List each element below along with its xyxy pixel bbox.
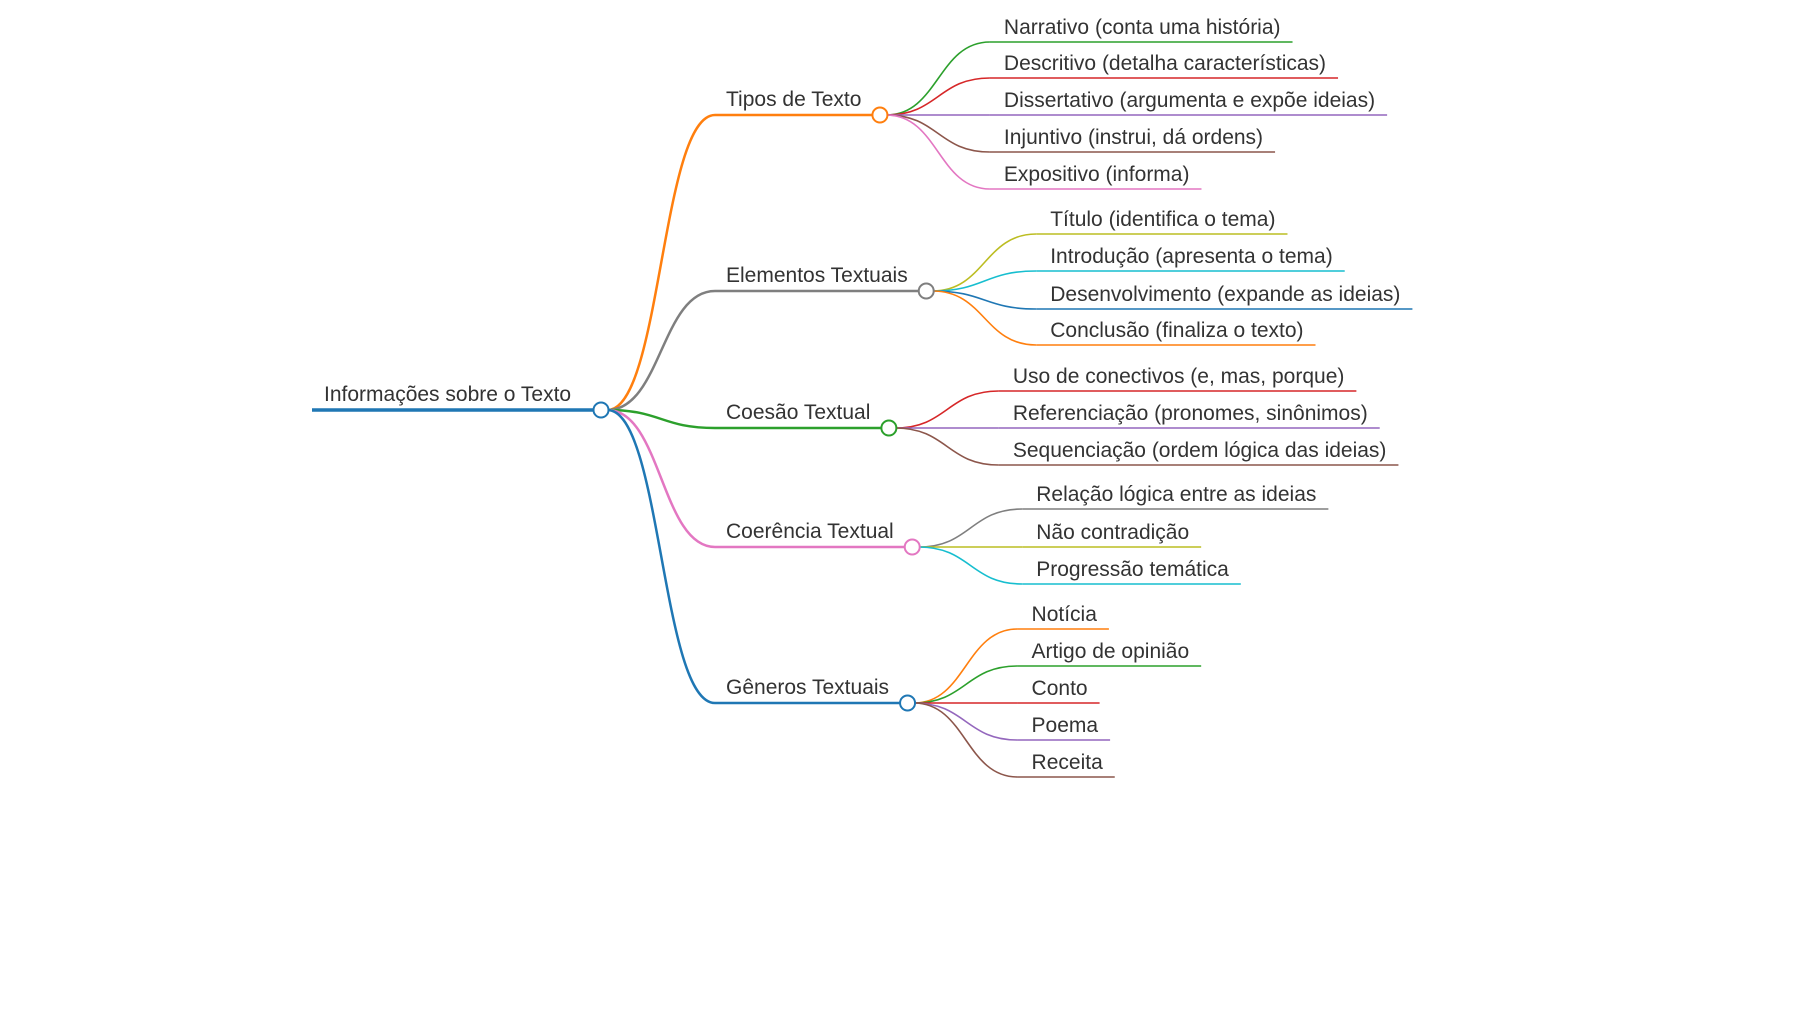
branch-node[interactable]: Tipos de Texto <box>726 88 889 124</box>
leaf-label[interactable]: Sequenciação (ordem lógica das ideias) <box>1013 439 1387 462</box>
leaf-node[interactable]: Introdução (apresenta o tema) <box>1050 245 1333 268</box>
leaf-label[interactable]: Uso de conectivos (e, mas, porque) <box>1013 365 1345 388</box>
leaf-connector <box>886 114 990 153</box>
branch-connector <box>607 113 716 412</box>
leaf-node[interactable]: Referenciação (pronomes, sinônimos) <box>1013 402 1368 425</box>
branch-label[interactable]: Coesão Textual <box>726 401 870 424</box>
leaf-node[interactable]: Dissertativo (argumenta e expõe ideias) <box>1004 89 1375 112</box>
leaf-connector <box>895 390 999 429</box>
leaf-node[interactable]: Relação lógica entre as ideias <box>1036 483 1316 506</box>
leaf-node[interactable]: Não contradição <box>1036 521 1189 544</box>
leaf-label[interactable]: Conto <box>1032 677 1088 700</box>
leaf-connector <box>914 702 1018 741</box>
branch-collapse-toggle[interactable] <box>880 419 898 437</box>
leaf-connector <box>914 665 1018 704</box>
leaf-label[interactable]: Poema <box>1032 714 1099 737</box>
leaf-label[interactable]: Relação lógica entre as ideias <box>1036 483 1316 506</box>
leaf-node[interactable]: Receita <box>1032 751 1104 774</box>
leaf-connector <box>886 77 990 116</box>
branch-node[interactable]: Elementos Textuais <box>726 264 935 300</box>
leaf-label[interactable]: Receita <box>1032 751 1104 774</box>
leaf-node[interactable]: Narrativo (conta uma história) <box>1004 16 1281 39</box>
leaf-node[interactable]: Expositivo (informa) <box>1004 163 1190 186</box>
leaf-label[interactable]: Notícia <box>1032 603 1098 626</box>
leaf-node[interactable]: Poema <box>1032 714 1099 737</box>
leaf-label[interactable]: Descritivo (detalha características) <box>1004 52 1326 75</box>
root-collapse-toggle[interactable] <box>592 401 610 419</box>
leaf-node[interactable]: Uso de conectivos (e, mas, porque) <box>1013 365 1345 388</box>
leaf-connector <box>895 427 999 466</box>
branch-node[interactable]: Coesão Textual <box>726 401 898 437</box>
leaf-node[interactable]: Descritivo (detalha características) <box>1004 52 1326 75</box>
leaf-connector <box>932 290 1037 346</box>
leaf-node[interactable]: Título (identifica o tema) <box>1050 208 1275 231</box>
leaf-label[interactable]: Introdução (apresenta o tema) <box>1050 245 1333 268</box>
branch-label[interactable]: Gêneros Textuais <box>726 676 889 699</box>
leaf-node[interactable]: Notícia <box>1032 603 1098 626</box>
leaf-connector <box>914 702 1018 778</box>
leaf-connector <box>918 546 1023 585</box>
branch-label[interactable]: Tipos de Texto <box>726 88 861 111</box>
leaf-connector <box>932 290 1037 310</box>
branch-node[interactable]: Coerência Textual <box>726 520 921 556</box>
leaf-node[interactable]: Artigo de opinião <box>1032 640 1190 663</box>
leaf-label[interactable]: Artigo de opinião <box>1032 640 1190 663</box>
branch-connector <box>607 408 716 430</box>
leaf-label[interactable]: Referenciação (pronomes, sinônimos) <box>1013 402 1368 425</box>
branch-collapse-toggle[interactable] <box>903 538 921 556</box>
branch-collapse-toggle[interactable] <box>917 282 935 300</box>
leaf-label[interactable]: Não contradição <box>1036 521 1189 544</box>
nodes: Informações sobre o Texto Tipos de Texto N… <box>324 16 1400 774</box>
leaf-label[interactable]: Narrativo (conta uma história) <box>1004 16 1281 39</box>
leaf-label[interactable]: Dissertativo (argumenta e expõe ideias) <box>1004 89 1375 112</box>
leaf-label[interactable]: Conclusão (finaliza o texto) <box>1050 319 1303 342</box>
branch-label[interactable]: Coerência Textual <box>726 520 894 543</box>
leaf-node[interactable]: Conclusão (finaliza o texto) <box>1050 319 1303 342</box>
leaf-node[interactable]: Injuntivo (instrui, dá ordens) <box>1004 126 1263 149</box>
branch-collapse-toggle[interactable] <box>899 694 917 712</box>
leaf-label[interactable]: Injuntivo (instrui, dá ordens) <box>1004 126 1263 149</box>
leaf-node[interactable]: Sequenciação (ordem lógica das ideias) <box>1013 439 1387 462</box>
branch-connector <box>607 408 716 705</box>
leaf-connector <box>932 233 1037 292</box>
leaf-label[interactable]: Progressão temática <box>1036 558 1229 581</box>
leaf-node[interactable]: Conto <box>1032 677 1088 700</box>
leaf-connector <box>886 41 990 116</box>
leaf-connector <box>914 628 1018 704</box>
branch-label[interactable]: Elementos Textuais <box>726 264 908 287</box>
branch-connector <box>607 289 716 412</box>
leaf-label[interactable]: Título (identifica o tema) <box>1050 208 1275 231</box>
branches <box>312 41 1413 778</box>
branch-node[interactable]: Gêneros Textuais <box>726 676 917 712</box>
leaf-label[interactable]: Desenvolvimento (expande as ideias) <box>1050 283 1400 306</box>
leaf-connector <box>932 270 1037 292</box>
root-label[interactable]: Informações sobre o Texto <box>324 383 571 406</box>
leaf-node[interactable]: Desenvolvimento (expande as ideias) <box>1050 283 1400 306</box>
leaf-connector <box>886 114 990 190</box>
branch-connector <box>607 408 716 549</box>
leaf-label[interactable]: Expositivo (informa) <box>1004 163 1190 186</box>
leaf-node[interactable]: Progressão temática <box>1036 558 1229 581</box>
branch-collapse-toggle[interactable] <box>871 106 889 124</box>
leaf-connector <box>918 508 1023 548</box>
